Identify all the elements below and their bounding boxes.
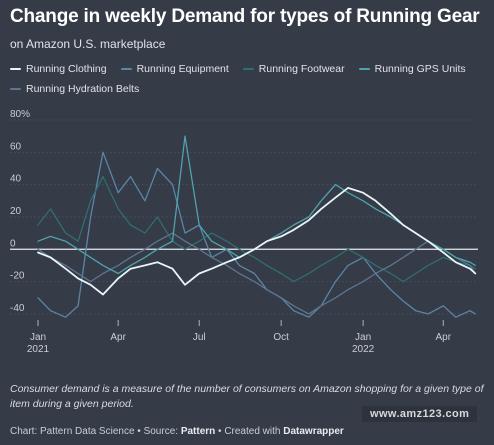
grid-layer	[10, 119, 478, 315]
series-layer	[37, 135, 477, 318]
y-tick-label: 80%	[10, 109, 30, 120]
x-tick-year-label: 2022	[352, 344, 375, 355]
y-tick-label: 40	[10, 174, 22, 185]
y-tick-label: 0	[10, 238, 16, 249]
footer-chart-prefix: Chart: Pattern Data Science • Source:	[10, 426, 181, 437]
legend-swatch	[10, 68, 21, 70]
legend-item-running-equipment: Running Equipment	[120, 63, 229, 75]
x-tick-label: Jul	[193, 332, 206, 343]
legend-swatch	[120, 68, 132, 70]
x-tick-label: Oct	[273, 332, 289, 343]
chart-subtitle: on Amazon U.S. marketplace	[10, 37, 166, 51]
y-tick-label: 60	[10, 141, 22, 152]
series-line-running-footwear	[37, 175, 476, 283]
series-line-running-hydration-belts	[37, 232, 476, 315]
legend-item-running-clothing: Running Clothing	[10, 63, 107, 75]
legend-label: Running Equipment	[136, 63, 229, 75]
legend-label: Running Hydration Belts	[26, 83, 140, 95]
legend-swatch	[242, 68, 254, 70]
x-tick-year-label: 2021	[27, 344, 50, 355]
legend-swatch	[358, 68, 370, 70]
y-tick-label: -20	[10, 271, 25, 282]
x-tick-label: Apr	[435, 332, 451, 343]
x-tick-label: Jan	[355, 332, 371, 343]
chart-title: Change in weekly Demand for types of Run…	[10, 6, 480, 27]
chart-footer: Chart: Pattern Data Science • Source: Pa…	[10, 426, 344, 437]
x-tick-label: Jan	[30, 332, 46, 343]
legend-label: Running Clothing	[26, 63, 107, 75]
legend-label: Running GPS Units	[374, 63, 466, 75]
series-line-running-equipment	[37, 151, 476, 318]
footer-created-prefix: • Created with	[215, 426, 284, 437]
footer-source: Pattern	[180, 426, 216, 437]
legend: Running Clothing Running Equipment Runni…	[10, 63, 490, 95]
x-tick-label: Apr	[110, 332, 126, 343]
legend-item-running-gps-units: Running GPS Units	[358, 63, 466, 75]
series-line-running-clothing	[37, 187, 477, 296]
legend-label: Running Footwear	[258, 63, 345, 75]
y-tick-label: -40	[10, 303, 25, 314]
watermark: www.amz123.com	[362, 406, 478, 422]
legend-item-running-hydration-belts: Running Hydration Belts	[10, 83, 139, 95]
y-tick-label: 20	[10, 206, 22, 217]
footer-tool-link[interactable]: Datawrapper	[283, 426, 344, 437]
legend-swatch	[10, 88, 21, 90]
chart-note: Consumer demand is a measure of the numb…	[10, 383, 484, 410]
legend-item-running-footwear: Running Footwear	[242, 63, 345, 75]
